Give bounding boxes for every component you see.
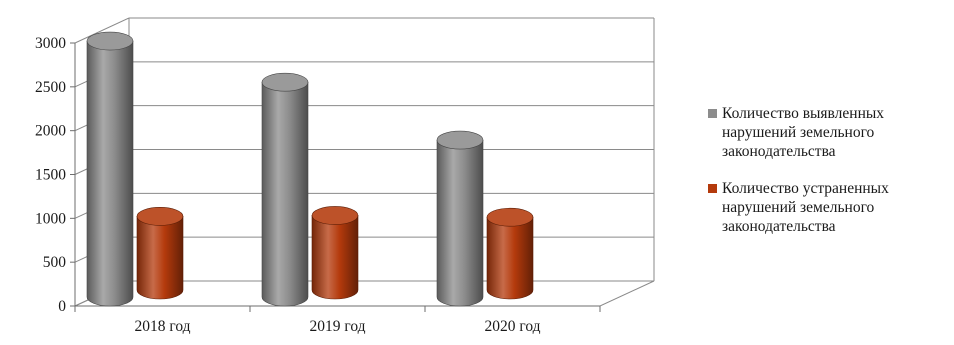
legend-swatch-detected — [708, 109, 717, 118]
gridline-side — [74, 17, 130, 44]
bar-top-eliminated — [311, 206, 359, 225]
y-tick-label: 0 — [58, 298, 66, 315]
bar-top-eliminated — [136, 207, 184, 226]
bar-top-detected — [436, 130, 484, 150]
y-tick-label: 2500 — [35, 79, 66, 96]
bar-top-detected — [261, 72, 309, 92]
x-tick-label: 2019 год — [309, 318, 365, 335]
bar-detected — [86, 40, 134, 307]
y-tick-label: 1000 — [35, 210, 66, 227]
y-tick-label: 1500 — [35, 167, 66, 184]
bar-top-detected — [86, 31, 134, 51]
legend-item-detected: Количество выявленных нарушений земельно… — [706, 104, 950, 161]
bar-eliminated — [486, 216, 534, 300]
bar-eliminated — [311, 215, 359, 300]
bar-eliminated — [136, 216, 184, 300]
legend: Количество выявленных нарушений земельно… — [706, 104, 950, 254]
x-tick-label: 2020 год — [484, 318, 540, 335]
legend-label-detected: Количество выявленных нарушений земельно… — [722, 105, 885, 160]
legend-label-eliminated: Количество устраненных нарушений земельн… — [722, 180, 889, 235]
y-tick-label: 3000 — [35, 35, 66, 52]
bar-top-eliminated — [486, 207, 534, 227]
x-tick-label: 2018 год — [134, 318, 190, 335]
legend-item-eliminated: Количество устраненных нарушений земельн… — [706, 179, 950, 236]
legend-swatch-eliminated — [708, 184, 717, 193]
y-tick-label: 500 — [43, 254, 67, 271]
bar-detected — [261, 81, 309, 307]
bar-detected — [436, 139, 484, 307]
y-tick-label: 2000 — [35, 123, 66, 140]
